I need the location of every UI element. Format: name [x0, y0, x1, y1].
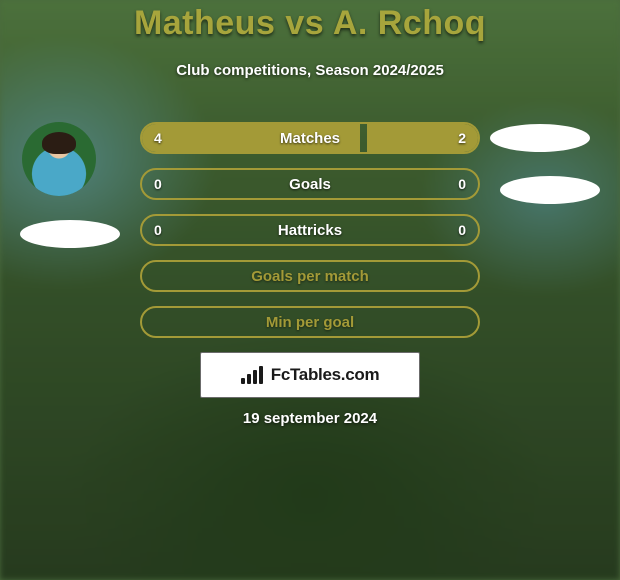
ellipse-right-1 [490, 124, 590, 152]
title-left-name: Matheus [134, 4, 275, 42]
brand-badge[interactable]: FcTables.com [200, 352, 420, 398]
title-vs: vs [285, 4, 324, 42]
brand-bars-icon [241, 366, 263, 384]
title-right-name: A. Rchoq [333, 4, 486, 42]
brand-bar-3 [253, 370, 257, 384]
brand-text: FcTables.com [271, 365, 380, 385]
brand-bar-4 [259, 366, 263, 384]
bar-gpm: Goals per match [140, 260, 480, 292]
bar-hattricks-right-value: 0 [458, 216, 466, 244]
bar-gpm-label: Goals per match [142, 262, 478, 290]
bar-goals-right-value: 0 [458, 170, 466, 198]
brand-bar-2 [247, 374, 251, 384]
bar-matches-label: Matches [142, 124, 478, 152]
bar-hattricks-label: Hattricks [142, 216, 478, 244]
bar-goals-label: Goals [142, 170, 478, 198]
bar-mpg: Min per goal [140, 306, 480, 338]
brand-main: Tables [290, 365, 341, 384]
brand-suffix: .com [341, 365, 379, 384]
date-text: 19 september 2024 [0, 410, 620, 427]
subtitle: Club competitions, Season 2024/2025 [0, 62, 620, 79]
stat-bars: 4 Matches 2 0 Goals 0 0 Hattricks 0 Goal… [140, 122, 480, 352]
avatar-left-hair [42, 132, 76, 154]
avatar-left [22, 122, 96, 196]
bar-mpg-label: Min per goal [142, 308, 478, 336]
bar-goals: 0 Goals 0 [140, 168, 480, 200]
brand-prefix: Fc [271, 365, 290, 384]
page-title: Matheus vs A. Rchoq [0, 4, 620, 43]
ellipse-right-2 [500, 176, 600, 204]
ellipse-left-1 [20, 220, 120, 248]
bar-matches-right-value: 2 [458, 124, 466, 152]
bar-hattricks: 0 Hattricks 0 [140, 214, 480, 246]
brand-bar-1 [241, 378, 245, 384]
infographic-stage: Matheus vs A. Rchoq Club competitions, S… [0, 0, 620, 580]
bar-matches: 4 Matches 2 [140, 122, 480, 154]
